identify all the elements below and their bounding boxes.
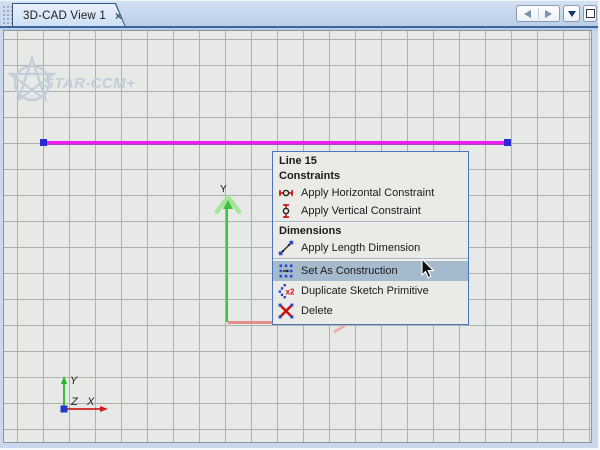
mouse-cursor-icon bbox=[421, 258, 435, 279]
maximize-icon bbox=[585, 9, 595, 18]
triad-y-arrow-icon bbox=[61, 376, 67, 384]
tab-close-icon[interactable]: × bbox=[114, 8, 122, 23]
y-axis-label: Y bbox=[220, 184, 227, 195]
dimensions-section-header: Dimensions bbox=[279, 225, 342, 237]
tab-drag-handle[interactable] bbox=[1, 4, 12, 27]
line-endpoint-left[interactable] bbox=[40, 139, 47, 146]
triad-x-arrow-icon bbox=[100, 406, 108, 412]
menu-item-label: Apply Horizontal Constraint bbox=[301, 187, 435, 199]
menu-item-duplicate-sketch-primitive[interactable]: x2 Duplicate Sketch Primitive bbox=[273, 281, 468, 301]
menu-item-apply-length-dimension[interactable]: Apply Length Dimension bbox=[273, 239, 468, 257]
menu-separator bbox=[273, 258, 468, 260]
chevron-down-icon bbox=[567, 10, 576, 17]
vertical-constraint-icon bbox=[282, 204, 290, 218]
window-controls bbox=[516, 5, 597, 22]
scroll-right-button[interactable] bbox=[539, 6, 560, 21]
context-menu: Line 15 Constraints Apply Horizontal Con… bbox=[272, 151, 469, 325]
tab-list-dropdown-button[interactable] bbox=[563, 5, 580, 22]
length-dimension-icon bbox=[278, 240, 294, 256]
menu-separator bbox=[273, 221, 468, 223]
tab-3d-cad-view[interactable]: 3D-CAD View 1 × bbox=[12, 3, 126, 27]
orientation-triad: Y Z X bbox=[60, 375, 108, 413]
triad-x-label: X bbox=[86, 396, 95, 408]
menu-item-apply-vertical-constraint[interactable]: Apply Vertical Constraint bbox=[273, 202, 468, 220]
horizontal-constraint-icon bbox=[279, 189, 293, 197]
maximize-button[interactable] bbox=[583, 5, 597, 22]
tab-scroll-buttons bbox=[516, 5, 560, 22]
menu-item-label: Duplicate Sketch Primitive bbox=[301, 285, 429, 297]
set-as-construction-icon bbox=[279, 264, 293, 278]
star-ccm-logo-icon bbox=[8, 54, 58, 103]
triad-z-label: Z bbox=[70, 396, 79, 408]
y-axis-arrowhead-icon bbox=[214, 195, 242, 215]
menu-item-delete[interactable]: Delete bbox=[273, 301, 468, 321]
menu-item-label: Set As Construction bbox=[301, 265, 398, 277]
triad-z-square-icon bbox=[60, 405, 68, 413]
sketch-y-axis bbox=[226, 201, 228, 322]
scroll-left-button[interactable] bbox=[517, 6, 538, 21]
watermark-text: STAR-CCM+ bbox=[44, 75, 136, 92]
tab-title: 3D-CAD View 1 bbox=[23, 9, 106, 22]
line-endpoint-right[interactable] bbox=[504, 139, 511, 146]
button-divider bbox=[537, 8, 539, 19]
menu-item-label: Apply Vertical Constraint bbox=[301, 205, 421, 217]
context-menu-title: Line 15 bbox=[279, 155, 317, 167]
tab-bar: 3D-CAD View 1 × bbox=[0, 0, 598, 30]
menu-item-apply-horizontal-constraint[interactable]: Apply Horizontal Constraint bbox=[273, 184, 468, 202]
sketch-canvas[interactable]: STAR-CCM+ Y Y Z X L bbox=[3, 30, 592, 443]
menu-item-label: Apply Length Dimension bbox=[301, 242, 421, 254]
constraints-section-header: Constraints bbox=[279, 170, 341, 182]
menu-item-label: Delete bbox=[301, 305, 333, 317]
menu-item-set-as-construction[interactable]: Set As Construction bbox=[273, 261, 468, 281]
menu-padding bbox=[273, 321, 468, 324]
tab-underline bbox=[0, 26, 598, 28]
sketch-line-15[interactable] bbox=[44, 141, 508, 145]
left-triangle-icon bbox=[523, 9, 531, 18]
right-triangle-icon bbox=[545, 9, 553, 18]
svg-text:x2: x2 bbox=[286, 288, 295, 297]
duplicate-primitive-icon: x2 bbox=[278, 284, 295, 299]
delete-icon bbox=[278, 303, 294, 319]
triad-y-label: Y bbox=[70, 375, 78, 387]
